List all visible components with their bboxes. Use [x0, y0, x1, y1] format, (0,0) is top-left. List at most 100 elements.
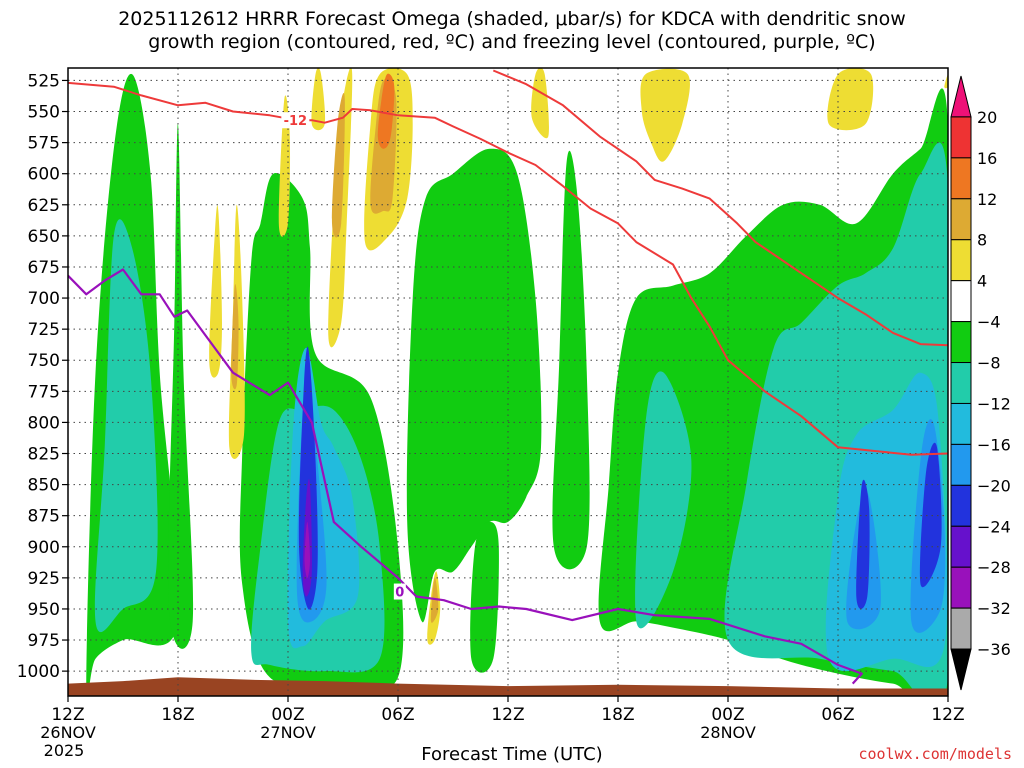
x-date-label-12: 27NOV	[260, 723, 316, 742]
y-tick-label-575: 575	[28, 134, 60, 154]
terrain	[68, 677, 948, 696]
colorbar-box-12	[950, 566, 972, 609]
y-tick-label-675: 675	[28, 258, 60, 278]
x-tick-label-24: 12Z	[491, 705, 524, 725]
y-tick-label-975: 975	[28, 631, 60, 651]
colorbar: 20 16 12 8 4 −4 −8 −12 −16 −20 −24 −28 −32 −36	[950, 75, 1011, 691]
colorbar-label-6: −8	[977, 354, 1001, 373]
omega-region-20	[304, 521, 310, 578]
colorbar-box-9	[950, 443, 972, 486]
colorbar-label-3: 8	[977, 231, 987, 250]
y-axis: 525 550 575 600 625 650 675 700 725 750 775 800 825 8…	[17, 71, 68, 682]
y-tick-label-750: 750	[28, 351, 60, 371]
x-date-label-36: 28NOV	[700, 723, 756, 742]
x-tick-label-18: 06Z	[381, 705, 414, 725]
x-tick-label-42: 06Z	[821, 705, 854, 725]
omega-region-4	[470, 521, 499, 673]
x-axis-title: Forecast Time (UTC)	[421, 744, 603, 765]
colorbar-top-arrow	[950, 75, 972, 118]
colorbar-box-7	[950, 362, 972, 404]
y-tick-label-800: 800	[28, 413, 60, 433]
omega-region-28	[531, 68, 549, 139]
colorbar-label-11: −28	[977, 558, 1011, 577]
y-tick-label-650: 650	[28, 227, 60, 247]
y-tick-label-875: 875	[28, 507, 60, 527]
omega-region-22	[209, 205, 222, 378]
omega-region-7	[94, 219, 158, 633]
y-tick-label-775: 775	[28, 382, 60, 402]
omega-region-5	[552, 150, 590, 570]
colorbar-label-13: −36	[977, 640, 1011, 659]
x-year-label-0: 2025	[44, 741, 85, 760]
chart-title-line2: growth region (contoured, red, ºC) and f…	[148, 31, 876, 53]
x-date-label-0: 26NOV	[40, 723, 96, 742]
colorbar-box-2	[950, 157, 972, 200]
y-tick-label-625: 625	[28, 196, 60, 216]
x-tick-label-30: 18Z	[601, 705, 634, 725]
snow-growth-line-1	[492, 69, 948, 347]
colorbar-label-9: −20	[977, 476, 1011, 495]
colorbar-label-1: 16	[977, 149, 997, 168]
colorbar-label-12: −32	[977, 599, 1011, 618]
terrain-fill	[68, 677, 948, 696]
colorbar-bottom-arrow	[950, 648, 972, 691]
snow-growth-label-bg	[281, 112, 310, 129]
freezing-label-bg	[393, 583, 406, 600]
omega-region-35	[430, 577, 439, 623]
y-tick-label-925: 925	[28, 569, 60, 589]
colorbar-label-2: 12	[977, 190, 997, 209]
chart-title: 2025112612 HRRR Forecast Omega (shaded, …	[0, 8, 1024, 54]
y-tick-label-825: 825	[28, 445, 60, 465]
colorbar-label-0: 20	[977, 108, 997, 127]
x-tick-label-36: 00Z	[711, 705, 744, 725]
y-tick-label-1000: 1000	[17, 662, 60, 682]
y-tick-label-850: 850	[28, 476, 60, 496]
omega-region-1	[168, 123, 194, 649]
y-tick-label-700: 700	[28, 289, 60, 309]
x-tick-label-0: 12Z	[51, 705, 84, 725]
x-tick-label-48: 12Z	[931, 705, 964, 725]
omega-region-18	[919, 442, 942, 588]
x-tick-label-12: 00Z	[271, 705, 304, 725]
colorbar-label-5: −4	[977, 313, 1001, 332]
omega-region-36	[377, 73, 395, 149]
omega-region-30	[827, 68, 874, 131]
omega-shading	[86, 68, 948, 696]
colorbar-box-11	[950, 525, 972, 568]
freezing-line-label: 0	[395, 586, 404, 601]
colorbar-label-8: −16	[977, 435, 1011, 454]
colorbar-box-last	[950, 607, 972, 650]
y-tick-label-900: 900	[28, 538, 60, 558]
colorbar-label-7: −12	[977, 394, 1011, 413]
omega-region-31	[944, 74, 948, 89]
colorbar-box-6	[950, 321, 972, 364]
snow-growth-line-0	[68, 81, 948, 456]
y-tick-label-950: 950	[28, 600, 60, 620]
colorbar-label-4: 4	[977, 272, 987, 291]
colorbar-label-10: −24	[977, 517, 1011, 536]
omega-region-32	[231, 284, 239, 390]
omega-region-29	[640, 68, 690, 162]
y-tick-label-525: 525	[28, 71, 60, 91]
colorbar-box-10	[950, 484, 972, 527]
colorbar-box-1	[950, 116, 972, 159]
credit-link[interactable]: coolwx.com/models	[858, 745, 1012, 763]
colorbar-box-3	[950, 198, 972, 241]
y-tick-label-600: 600	[28, 165, 60, 185]
y-tick-label-550: 550	[28, 103, 60, 123]
chart-title-line1: 2025112612 HRRR Forecast Omega (shaded, …	[118, 8, 906, 30]
omega-region-23	[278, 95, 291, 237]
snow-growth-line-label: -12	[284, 114, 308, 129]
contour-lines: -12 0	[68, 69, 948, 685]
x-tick-label-6: 18Z	[161, 705, 194, 725]
y-tick-label-725: 725	[28, 320, 60, 340]
omega-region-9	[635, 371, 692, 629]
omega-region-17	[856, 479, 870, 609]
colorbar-box-5	[950, 280, 972, 323]
omega-region-24	[311, 68, 326, 131]
omega-region-33	[331, 93, 345, 238]
colorbar-box-8	[950, 402, 972, 445]
freezing-level-line	[68, 268, 863, 685]
